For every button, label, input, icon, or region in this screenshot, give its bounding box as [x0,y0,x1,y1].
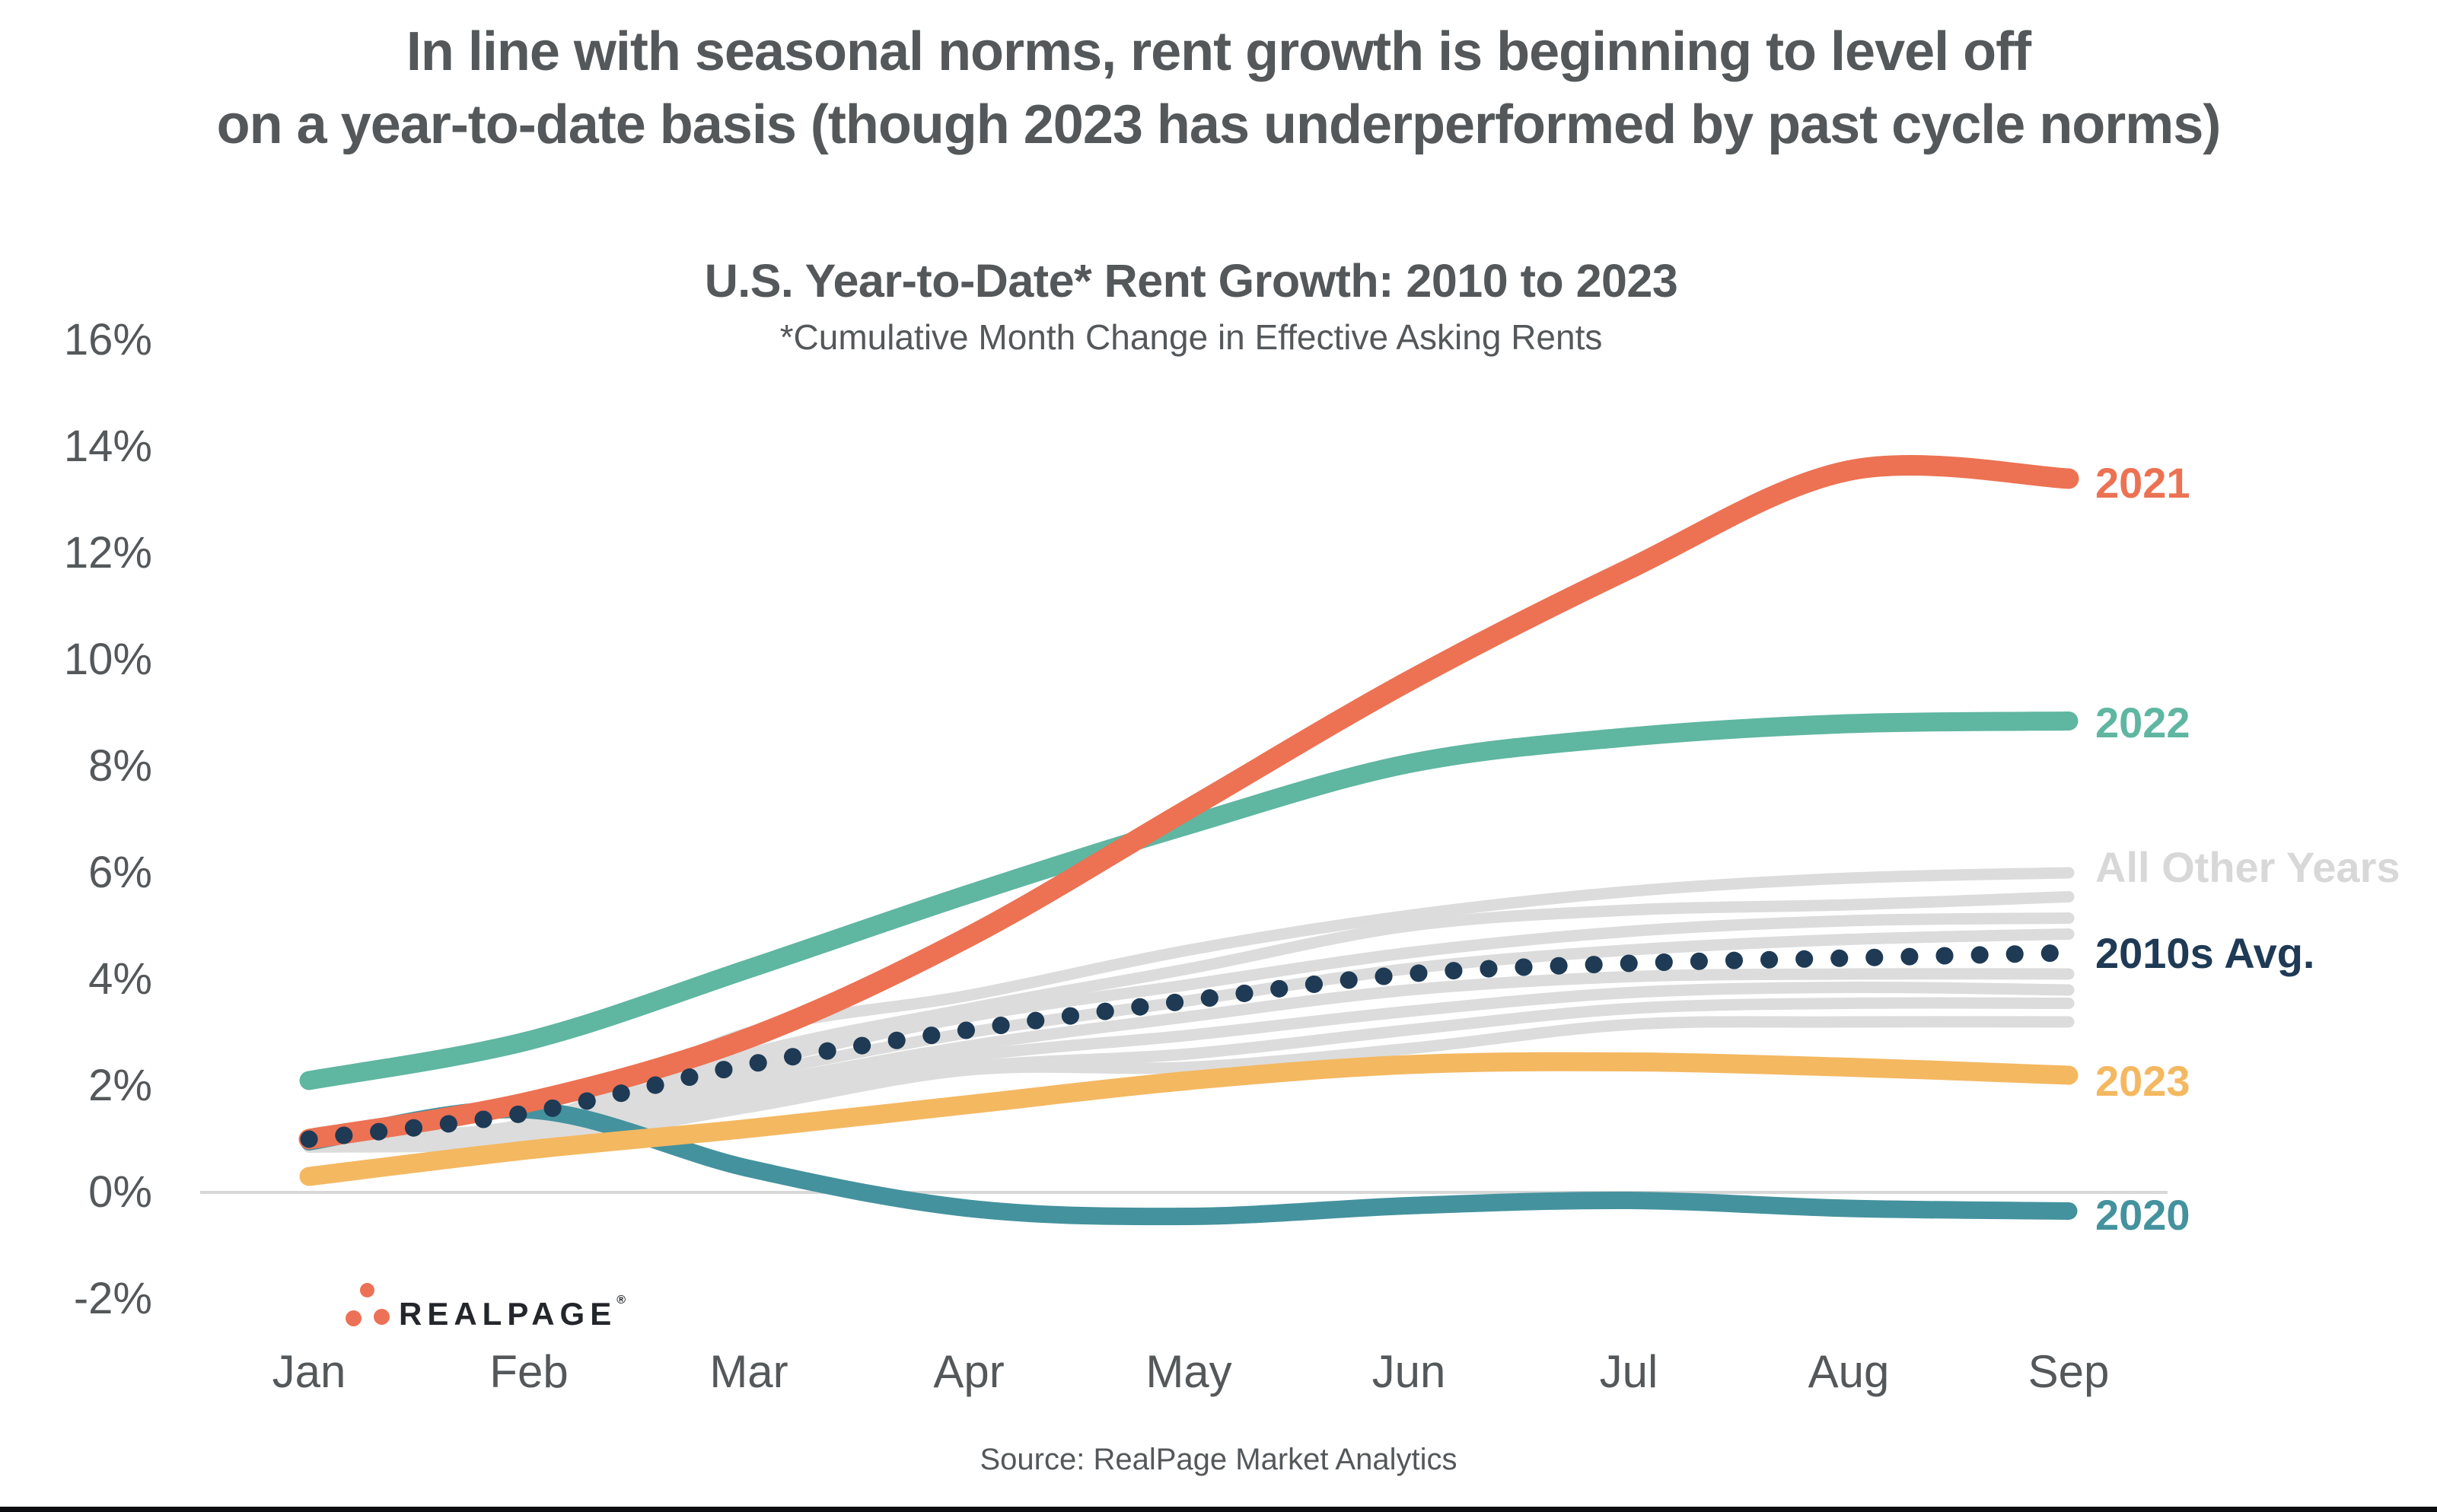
bottom-bar [0,1507,2437,1512]
logo-text: REALPAGE® [399,1294,626,1332]
x-tick-label-feb: Feb [489,1346,569,1397]
series-label-2010s-avg: 2010s Avg. [2095,929,2315,977]
line-2021 [298,455,2079,1150]
registered-mark-icon: ® [616,1294,626,1307]
y-tick-label-8: 8% [88,741,152,791]
x-tick-label-aug: Aug [1808,1346,1890,1397]
series-label-2023: 2023 [2095,1057,2190,1105]
line-2020 [300,1100,2078,1226]
x-tick-label-may: May [1145,1346,1232,1397]
series-label-2020: 2020 [2095,1191,2190,1239]
page-title: In line with seasonal norms, rent growth… [0,15,2437,161]
x-tick-label-jul: Jul [1599,1346,1658,1397]
logo-dot-bottom-right [374,1309,390,1325]
series-label-2022: 2022 [2095,699,2190,746]
series-label-all-other-years: All Other Years [2095,843,2400,891]
line-2022 [299,711,2079,1090]
line-all-other-years-8 [303,1016,2075,1153]
logo-dot-bottom-left [346,1310,362,1326]
chart-subtitle: *Cumulative Month Change in Effective As… [779,317,1603,357]
y-tick-label-6: 6% [88,848,152,897]
x-tick-label-mar: Mar [709,1346,788,1397]
series-label-2021: 2021 [2095,459,2190,507]
y-tick-label-16: 16% [63,315,152,364]
page-title-line1: In line with seasonal norms, rent growth… [406,21,2031,82]
y-tick-label-10: 10% [63,635,152,684]
y-tick-label--2: -2% [73,1274,152,1323]
y-tick-label-2: 2% [88,1061,152,1110]
x-tick-label-jun: Jun [1371,1346,1446,1397]
x-tick-label-jan: Jan [272,1346,346,1397]
page-title-line2: on a year-to-date basis (though 2023 has… [216,94,2222,155]
y-tick-label-0: 0% [88,1167,152,1217]
realpage-logo: REALPAGE® [344,1275,709,1336]
source-text: Source: RealPage Market Analytics [980,1443,1457,1476]
y-tick-label-4: 4% [88,954,152,1004]
y-tick-label-14: 14% [63,422,152,471]
x-tick-label-sep: Sep [2028,1346,2110,1397]
line-2023 [299,1052,2079,1186]
logo-dot-top [360,1283,374,1297]
y-tick-label-12: 12% [63,528,152,578]
chart-title: U.S. Year-to-Date* Rent Growth: 2010 to … [704,255,1678,307]
x-tick-label-apr: Apr [933,1346,1005,1397]
line-all-other-years-1 [303,867,2075,1142]
